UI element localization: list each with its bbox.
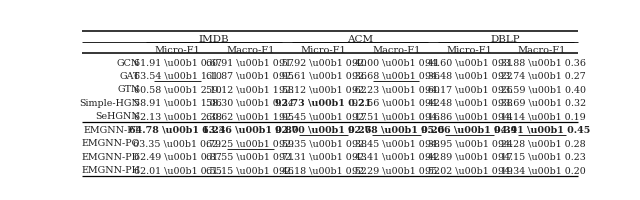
Text: EMGNN-PH: EMGNN-PH <box>81 165 140 174</box>
Text: 92.68 \u00b1 0.36: 92.68 \u00b1 0.36 <box>352 72 440 81</box>
Text: 60.91 \u00b1 0.57: 60.91 \u00b1 0.57 <box>207 58 294 67</box>
Text: 93.59 \u00b1 0.40: 93.59 \u00b1 0.40 <box>498 85 586 94</box>
Text: 92.61 \u00b1 0.36: 92.61 \u00b1 0.36 <box>279 72 367 81</box>
Text: 92.78 \u00b1 0.26: 92.78 \u00b1 0.26 <box>348 125 444 134</box>
Text: EMGNN-PT: EMGNN-PT <box>83 125 140 134</box>
Text: 91.92 \u00b1 0.40: 91.92 \u00b1 0.40 <box>280 58 367 67</box>
Text: Micro-F1: Micro-F1 <box>446 46 492 55</box>
Text: 93.88 \u00b1 0.36: 93.88 \u00b1 0.36 <box>498 58 586 67</box>
Text: 64.78 \u00b1 1.24: 64.78 \u00b1 1.24 <box>129 125 226 134</box>
Text: 60.62 \u00b1 1.95: 60.62 \u00b1 1.95 <box>206 112 294 121</box>
Text: 94.15 \u00b1 0.23: 94.15 \u00b1 0.23 <box>498 152 586 161</box>
Text: Macro-F1: Macro-F1 <box>226 46 275 55</box>
Text: EMGNN-PD: EMGNN-PD <box>82 152 140 161</box>
Text: SeHGNN: SeHGNN <box>95 112 140 121</box>
Text: Macro-F1: Macro-F1 <box>518 46 566 55</box>
Text: 94.95 \u00b1 0.24: 94.95 \u00b1 0.24 <box>425 139 513 148</box>
Text: 58.30 \u00b1 0.34: 58.30 \u00b1 0.34 <box>207 98 294 107</box>
Text: DBLP: DBLP <box>491 35 520 44</box>
Text: 58.91 \u00b1 1.06: 58.91 \u00b1 1.06 <box>134 98 221 107</box>
Text: 93.69 \u00b1 0.32: 93.69 \u00b1 0.32 <box>498 98 586 107</box>
Text: 94.28 \u00b1 0.28: 94.28 \u00b1 0.28 <box>498 139 586 148</box>
Text: 94.34 \u00b1 0.20: 94.34 \u00b1 0.20 <box>498 165 586 174</box>
Text: 94.89 \u00b1 0.17: 94.89 \u00b1 0.17 <box>425 152 513 161</box>
Text: 92.41 \u00b1 0.42: 92.41 \u00b1 0.42 <box>353 152 440 161</box>
Text: 92.73 \u00b1 0.21: 92.73 \u00b1 0.21 <box>275 98 371 107</box>
Text: 60.58 \u00b1 2.10: 60.58 \u00b1 2.10 <box>134 85 221 94</box>
Text: 62.01 \u00b1 0.55: 62.01 \u00b1 0.55 <box>134 165 221 174</box>
Text: 92.70 \u00b1 0.26: 92.70 \u00b1 0.26 <box>275 125 371 134</box>
Text: 63.54 \u00b1 1.10: 63.54 \u00b1 1.10 <box>134 72 221 81</box>
Text: GCN: GCN <box>116 58 140 67</box>
Text: 95.06 \u00b1 0.39: 95.06 \u00b1 0.39 <box>421 125 517 134</box>
Text: 94.48 \u00b1 0.22: 94.48 \u00b1 0.22 <box>426 72 513 81</box>
Text: 94.60 \u00b1 0.31: 94.60 \u00b1 0.31 <box>425 58 513 67</box>
Text: 94.48 \u00b1 0.38: 94.48 \u00b1 0.38 <box>425 98 513 107</box>
Text: 94.41 \u00b1 0.45: 94.41 \u00b1 0.45 <box>494 125 590 134</box>
Text: EMGNN-PO: EMGNN-PO <box>82 139 140 148</box>
Text: 61.15 \u00b1 0.46: 61.15 \u00b1 0.46 <box>207 165 294 174</box>
Text: Micro-F1: Micro-F1 <box>300 46 346 55</box>
Text: 92.18 \u00b1 0.52: 92.18 \u00b1 0.52 <box>280 165 367 174</box>
Text: 92.31 \u00b1 0.43: 92.31 \u00b1 0.43 <box>279 152 367 161</box>
Text: 92.45 \u00b1 0.38: 92.45 \u00b1 0.38 <box>352 139 440 148</box>
Text: 62.49 \u00b1 0.87: 62.49 \u00b1 0.87 <box>134 152 221 161</box>
Text: 92.00 \u00b1 0.41: 92.00 \u00b1 0.41 <box>353 58 440 67</box>
Text: 61.91 \u00b1 0.67: 61.91 \u00b1 0.67 <box>134 58 221 67</box>
Text: 94.86 \u00b1 0.14: 94.86 \u00b1 0.14 <box>425 112 513 121</box>
Text: 61.87 \u00b1 0.95: 61.87 \u00b1 0.95 <box>207 72 294 81</box>
Text: 59.12 \u00b1 1.58: 59.12 \u00b1 1.58 <box>207 85 294 94</box>
Text: IMDB: IMDB <box>198 35 229 44</box>
Text: 94.14 \u00b1 0.19: 94.14 \u00b1 0.19 <box>498 112 586 121</box>
Text: 92.51 \u00b1 0.16: 92.51 \u00b1 0.16 <box>352 112 440 121</box>
Text: Micro-F1: Micro-F1 <box>155 46 200 55</box>
Text: 61.55 \u00b1 0.71: 61.55 \u00b1 0.71 <box>207 152 294 161</box>
Text: 92.23 \u00b1 0.60: 92.23 \u00b1 0.60 <box>352 85 440 94</box>
Text: 92.12 \u00b1 0.62: 92.12 \u00b1 0.62 <box>280 85 367 94</box>
Text: 92.35 \u00b1 0.38: 92.35 \u00b1 0.38 <box>279 139 367 148</box>
Text: 92.56 \u00b1 0.42: 92.56 \u00b1 0.42 <box>352 98 440 107</box>
Text: Macro-F1: Macro-F1 <box>372 46 420 55</box>
Text: 92.45 \u00b1 0.17: 92.45 \u00b1 0.17 <box>280 112 367 121</box>
Text: GAT: GAT <box>120 72 140 81</box>
Text: Simple-HGN: Simple-HGN <box>79 98 140 107</box>
Text: ACM: ACM <box>347 35 373 44</box>
Text: 63.35 \u00b1 0.79: 63.35 \u00b1 0.79 <box>133 139 221 148</box>
Text: 63.36 \u00b1 0.80: 63.36 \u00b1 0.80 <box>202 125 299 134</box>
Text: 95.02 \u00b1 0.19: 95.02 \u00b1 0.19 <box>425 165 513 174</box>
Text: 62.13 \u00b1 2.38: 62.13 \u00b1 2.38 <box>134 112 221 121</box>
Text: 92.29 \u00b1 0.52: 92.29 \u00b1 0.52 <box>352 165 440 174</box>
Text: 62.25 \u00b1 0.59: 62.25 \u00b1 0.59 <box>206 139 294 148</box>
Text: 94.17 \u00b1 0.26: 94.17 \u00b1 0.26 <box>425 85 513 94</box>
Text: 93.74 \u00b1 0.27: 93.74 \u00b1 0.27 <box>498 72 586 81</box>
Text: GTN: GTN <box>118 85 140 94</box>
